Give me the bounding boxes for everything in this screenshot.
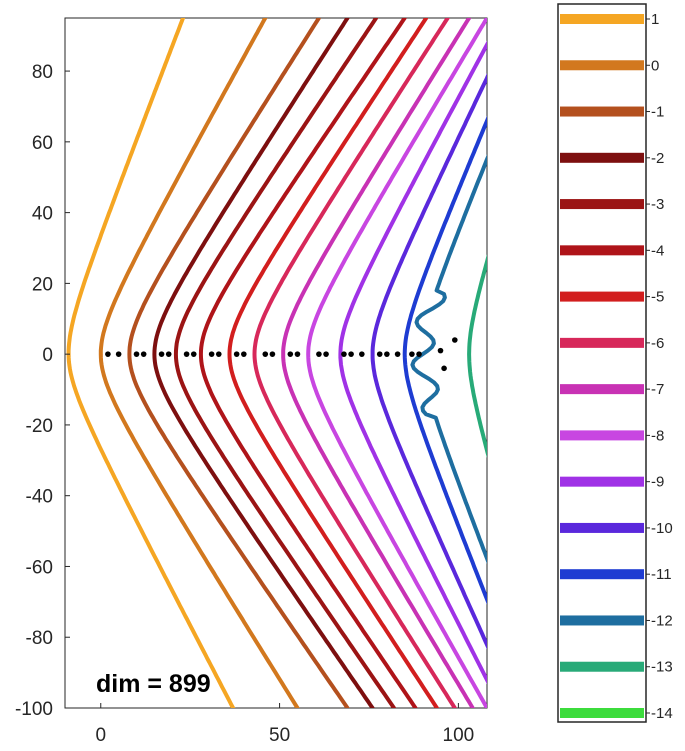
legend-swatch--1 bbox=[560, 106, 644, 117]
legend-swatch-1 bbox=[560, 14, 644, 24]
scatter-point bbox=[208, 351, 215, 357]
scatter-point bbox=[140, 351, 147, 357]
legend-swatch--5 bbox=[560, 291, 644, 302]
scatter-point bbox=[323, 351, 329, 357]
scatter-point bbox=[190, 351, 197, 357]
scatter-point bbox=[441, 365, 447, 372]
legend-label: -8 bbox=[651, 427, 664, 444]
legend-label: -2 bbox=[651, 150, 664, 167]
scatter-point bbox=[359, 351, 365, 357]
scatter-point bbox=[183, 351, 190, 357]
scatter-point bbox=[105, 351, 111, 357]
legend-label: -1 bbox=[651, 104, 664, 121]
legend-label: -9 bbox=[651, 474, 664, 491]
legend-label: 0 bbox=[651, 57, 659, 74]
scatter-point bbox=[452, 337, 458, 343]
legend-swatch--14 bbox=[560, 708, 644, 718]
y-tick-label: -40 bbox=[26, 487, 53, 508]
legend-label: -3 bbox=[651, 196, 664, 213]
scatter-point bbox=[316, 351, 322, 357]
series-line--1 bbox=[127, 18, 350, 708]
scatter-point bbox=[409, 351, 415, 357]
series-line--10 bbox=[370, 73, 487, 650]
legend-label: -13 bbox=[651, 659, 673, 676]
legend-swatch--9 bbox=[560, 476, 644, 487]
scatter-point bbox=[233, 351, 240, 357]
series-line--12 bbox=[410, 154, 487, 565]
series-line--11 bbox=[402, 115, 487, 605]
scatter-point bbox=[376, 351, 383, 357]
series-line--2 bbox=[152, 18, 375, 708]
y-tick-label: -20 bbox=[26, 416, 53, 437]
legend-label: -11 bbox=[651, 566, 672, 583]
scatter-point bbox=[269, 351, 276, 357]
scatter-point bbox=[437, 347, 444, 354]
series-line--9 bbox=[338, 40, 487, 685]
legend-swatch--7 bbox=[560, 384, 644, 395]
legend-label: -5 bbox=[651, 289, 664, 306]
tick-layer: -100 -80 -60 -40 -20 0 20 40 60 80 0 50 100 bbox=[15, 62, 474, 746]
legend-swatch--4 bbox=[560, 245, 644, 256]
series-line--7 bbox=[281, 18, 475, 708]
legend-label: -12 bbox=[651, 612, 673, 629]
series-line--8 bbox=[306, 18, 487, 708]
legend-swatch--10 bbox=[560, 522, 644, 533]
series-line--3 bbox=[173, 18, 396, 708]
y-tick-label: 80 bbox=[32, 62, 53, 83]
scatter-point bbox=[348, 351, 354, 357]
x-tick-label: 0 bbox=[95, 725, 106, 746]
scatter-point bbox=[287, 351, 294, 357]
scatter-layer bbox=[105, 337, 458, 372]
scatter-point bbox=[416, 351, 422, 357]
scatter-point bbox=[165, 351, 172, 357]
scatter-point bbox=[215, 351, 222, 357]
scatter-point bbox=[384, 351, 390, 357]
scatter-point bbox=[133, 351, 140, 357]
y-tick-label: 40 bbox=[32, 204, 53, 225]
legend-swatch--3 bbox=[560, 199, 644, 210]
legend-label: -7 bbox=[651, 381, 664, 398]
legend-swatch--8 bbox=[560, 430, 644, 441]
scatter-point bbox=[294, 351, 301, 357]
legend-swatch--12 bbox=[560, 615, 644, 626]
y-tick-label: 0 bbox=[42, 345, 53, 366]
scatter-point bbox=[158, 351, 165, 357]
series-line-1 bbox=[66, 18, 236, 708]
scatter-point bbox=[341, 351, 347, 357]
series-line--13 bbox=[467, 254, 487, 459]
legend-swatch--11 bbox=[560, 569, 644, 580]
legend-label: -14 bbox=[651, 705, 673, 722]
legend-box bbox=[557, 3, 647, 723]
y-tick-label: -80 bbox=[26, 628, 53, 649]
legend-label: -6 bbox=[651, 335, 664, 352]
y-tick-label: 60 bbox=[32, 133, 53, 154]
scatter-point bbox=[394, 351, 401, 357]
series-line-0 bbox=[98, 18, 300, 708]
series-layer bbox=[66, 18, 487, 708]
y-tick-label: -60 bbox=[26, 557, 53, 578]
series-line--4 bbox=[198, 18, 418, 708]
legend-swatch--2 bbox=[560, 152, 644, 163]
legend-label: -10 bbox=[651, 520, 673, 537]
series-line--5 bbox=[227, 18, 439, 708]
y-tick-label: 20 bbox=[32, 274, 53, 295]
legend-label: -4 bbox=[651, 242, 664, 259]
dim-annotation: dim = 899 bbox=[96, 670, 211, 698]
scatter-point bbox=[262, 351, 269, 357]
legend-swatch-0 bbox=[560, 60, 644, 71]
x-tick-label: 50 bbox=[269, 725, 290, 746]
legend-swatch--6 bbox=[560, 337, 644, 348]
x-tick-label: 100 bbox=[443, 725, 475, 746]
legend-swatch--13 bbox=[560, 661, 644, 672]
y-tick-label: -100 bbox=[15, 699, 53, 720]
plot-area bbox=[64, 17, 488, 709]
legend-label: 1 bbox=[651, 11, 659, 28]
series-line--6 bbox=[252, 18, 457, 708]
scatter-point bbox=[115, 351, 122, 357]
scatter-point bbox=[241, 351, 247, 357]
